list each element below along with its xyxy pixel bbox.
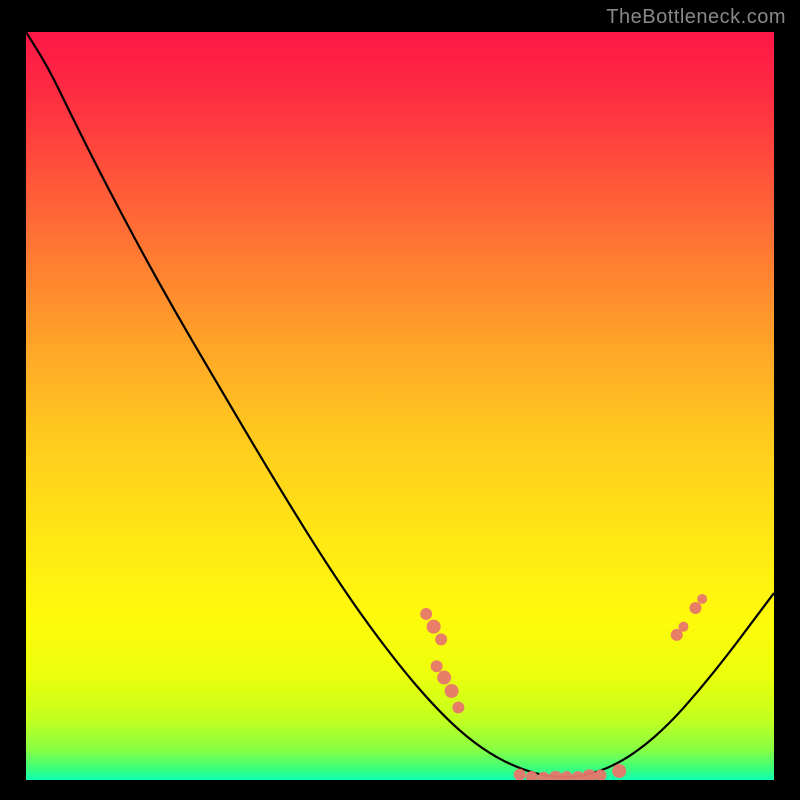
chart-container: { "watermark": "TheBottleneck.com", "cha… — [0, 0, 800, 800]
scatter-point — [452, 701, 464, 713]
scatter-point — [445, 684, 459, 698]
scatter-point — [561, 771, 573, 780]
scatter-point — [427, 620, 441, 634]
scatter-point — [549, 771, 563, 780]
scatter-point — [420, 608, 432, 620]
bottleneck-curve — [26, 32, 774, 777]
scatter-point — [435, 633, 447, 645]
scatter-point — [431, 660, 443, 672]
chart-overlay — [26, 32, 774, 780]
scatter-points — [420, 594, 707, 780]
scatter-point — [437, 671, 451, 685]
watermark-text: TheBottleneck.com — [606, 6, 786, 29]
scatter-point — [572, 771, 584, 780]
scatter-point — [612, 764, 626, 778]
plot-area — [26, 32, 774, 780]
scatter-point — [678, 622, 688, 632]
scatter-point — [689, 602, 701, 614]
scatter-point — [697, 594, 707, 604]
scatter-point — [582, 769, 596, 780]
